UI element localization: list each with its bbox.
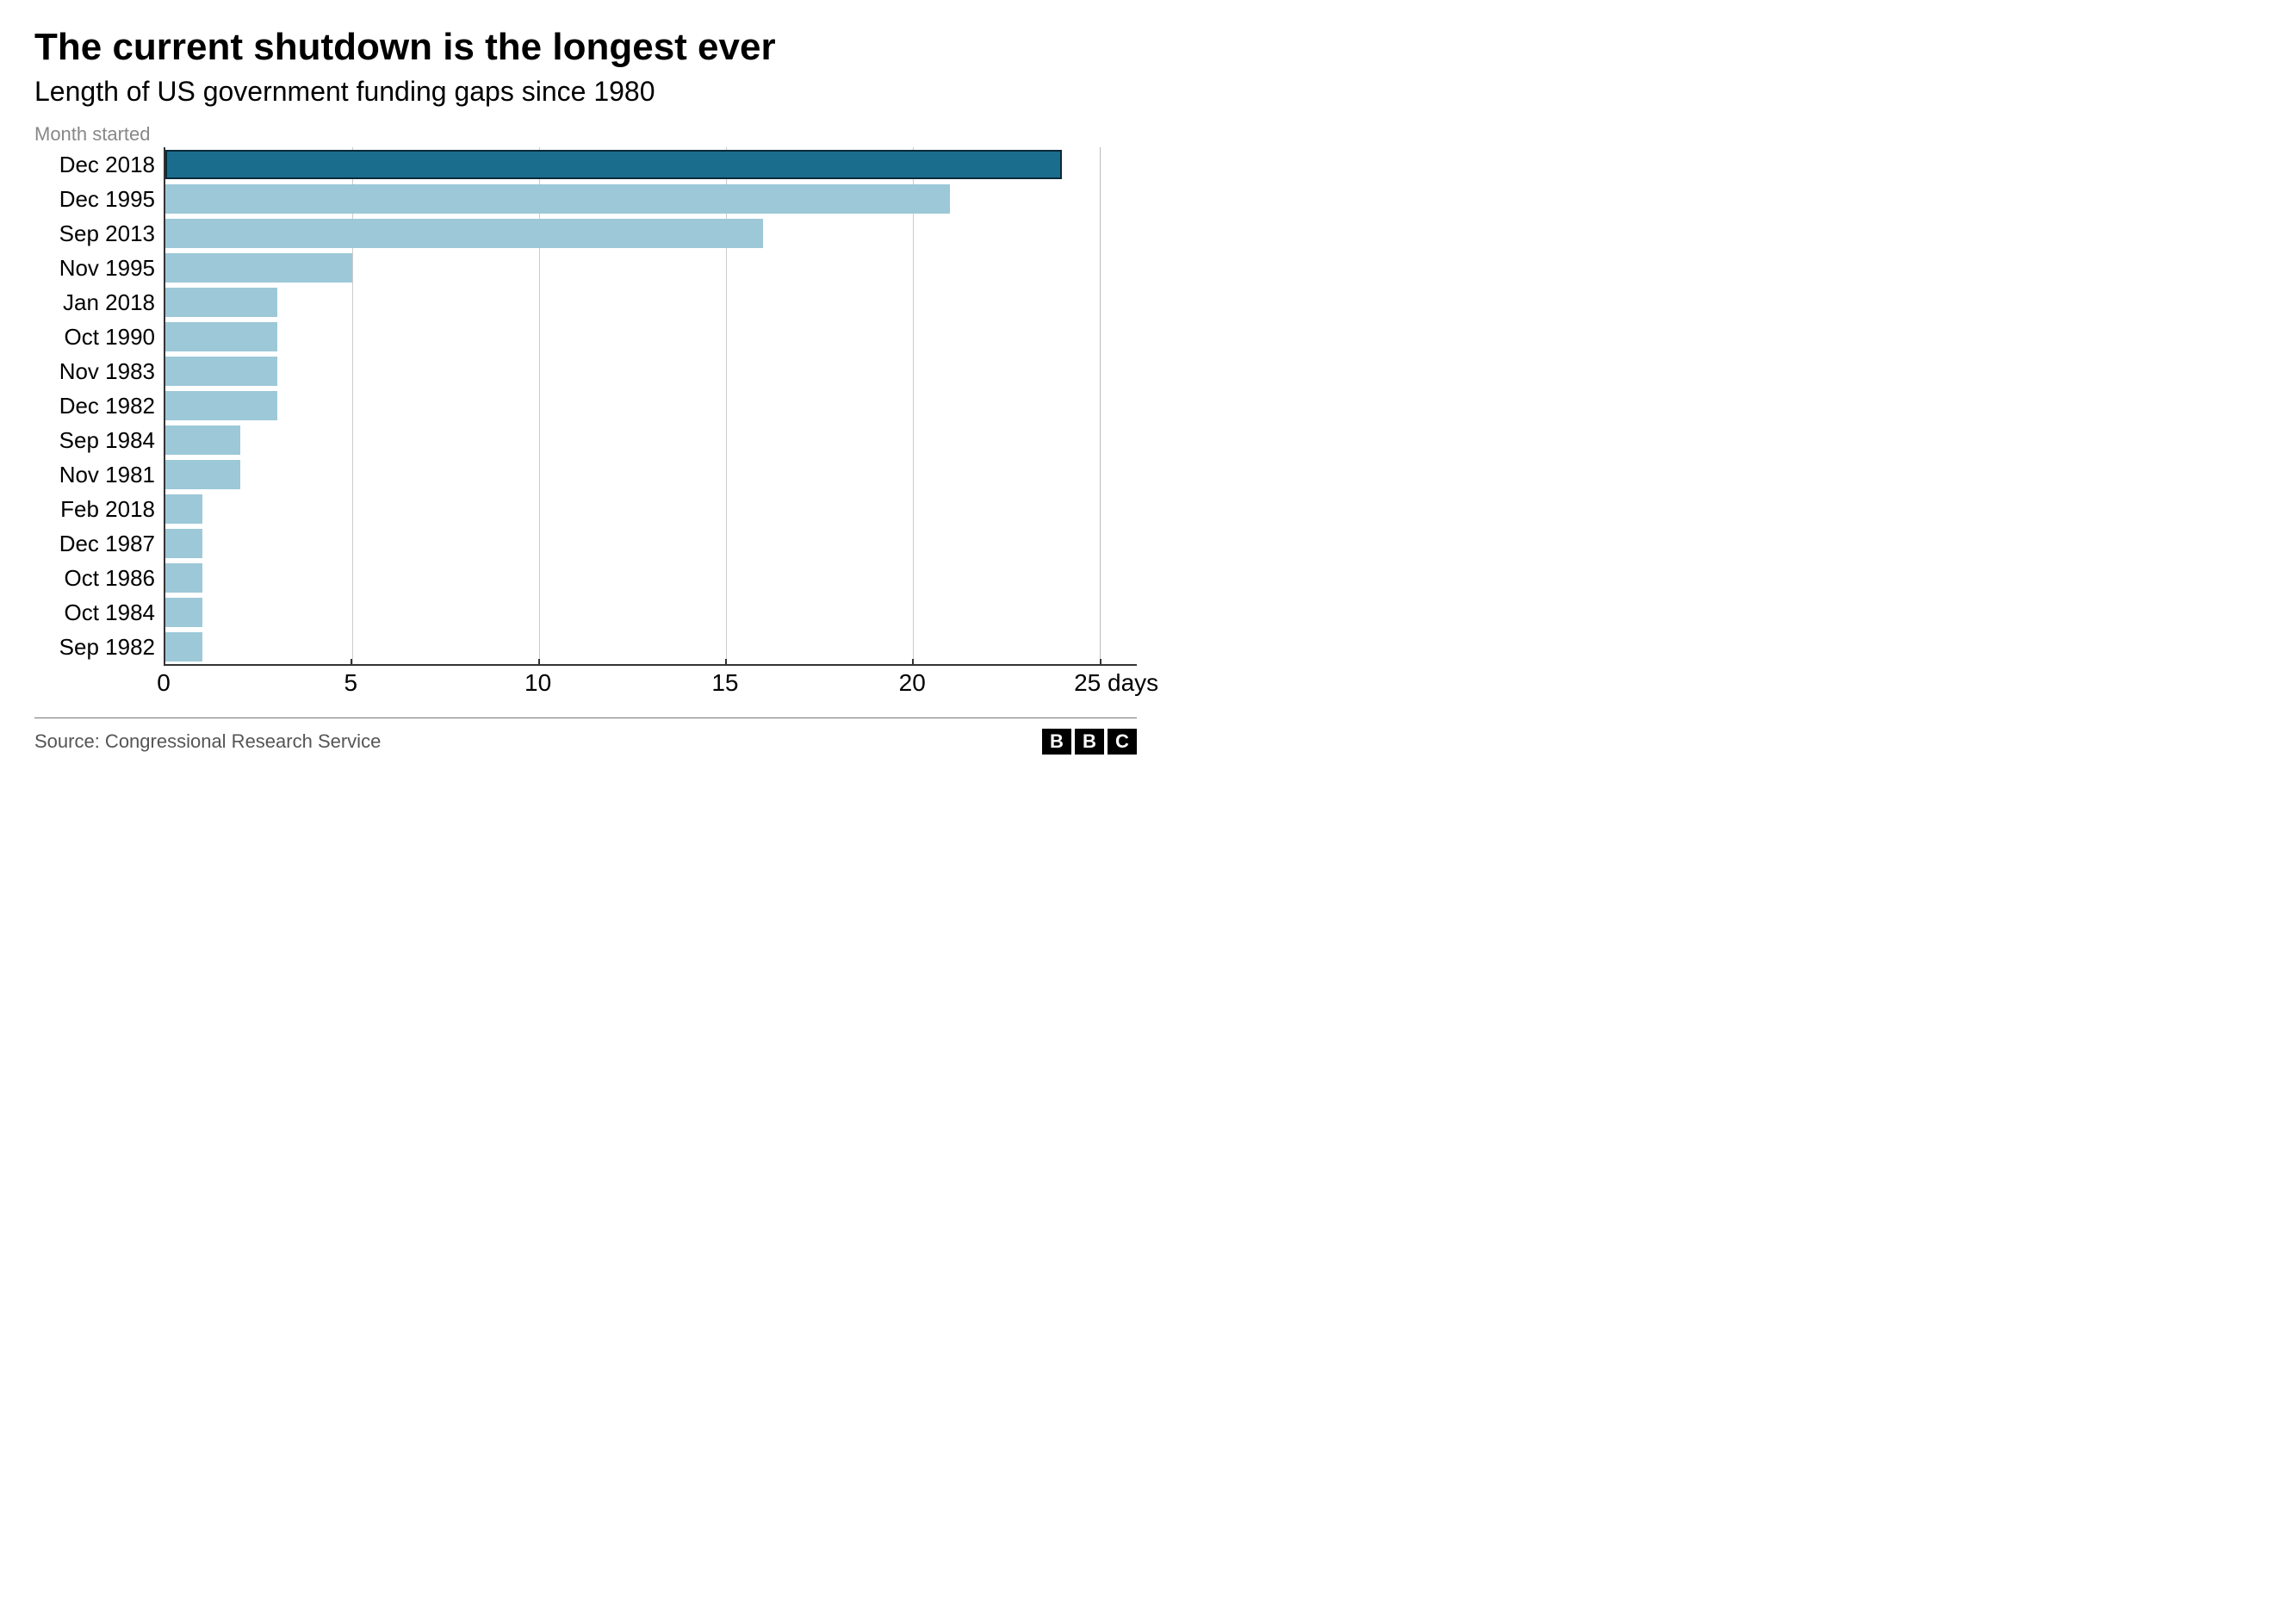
x-tick-label: 15 (711, 669, 738, 697)
bar-row (165, 354, 1137, 388)
bar (165, 598, 202, 627)
bar-row (165, 492, 1137, 526)
y-label: Oct 1984 (34, 595, 155, 630)
bar (165, 219, 763, 248)
y-labels: Dec 2018Dec 1995Sep 2013Nov 1995Jan 2018… (34, 147, 164, 700)
bar-row (165, 595, 1137, 630)
chart-title: The current shutdown is the longest ever (34, 26, 1137, 69)
chart-container: The current shutdown is the longest ever… (34, 26, 1137, 755)
bar-row (165, 526, 1137, 561)
bar-row (165, 457, 1137, 492)
bar-row (165, 320, 1137, 354)
x-ticks: 0510152025 days (164, 666, 1137, 700)
logo-block: B (1042, 729, 1071, 755)
bar-row (165, 423, 1137, 457)
y-label: Nov 1983 (34, 354, 155, 388)
plot: Dec 2018Dec 1995Sep 2013Nov 1995Jan 2018… (34, 147, 1137, 700)
x-axis: 0510152025 days (164, 664, 1137, 700)
bar-row (165, 251, 1137, 285)
bar-row (165, 147, 1137, 182)
footer: Source: Congressional Research Service B… (34, 717, 1137, 755)
y-label: Sep 1982 (34, 630, 155, 664)
bar (165, 563, 202, 593)
bar (165, 357, 277, 386)
plot-wrap: Month started Dec 2018Dec 1995Sep 2013No… (34, 123, 1137, 700)
bar (165, 460, 240, 489)
bar (165, 632, 202, 662)
x-tick-label: 0 (157, 669, 171, 697)
bars (165, 147, 1137, 664)
y-label: Oct 1986 (34, 561, 155, 595)
x-tick-label: 20 (899, 669, 926, 697)
bar-row (165, 388, 1137, 423)
y-label: Oct 1990 (34, 320, 155, 354)
source-label: Source: Congressional Research Service (34, 730, 381, 753)
y-label: Dec 1987 (34, 526, 155, 561)
logo-block: C (1108, 729, 1137, 755)
x-tick-label: 25 days (1074, 669, 1158, 697)
bar (165, 529, 202, 558)
y-label: Jan 2018 (34, 285, 155, 320)
bar-row (165, 285, 1137, 320)
bar-row (165, 630, 1137, 664)
bar-row (165, 216, 1137, 251)
bar-highlight (165, 150, 1062, 179)
logo-block: B (1075, 729, 1104, 755)
y-label: Nov 1995 (34, 251, 155, 285)
bar (165, 253, 352, 283)
y-label: Sep 1984 (34, 423, 155, 457)
y-label: Nov 1981 (34, 457, 155, 492)
x-tick-label: 10 (524, 669, 551, 697)
bar (165, 322, 277, 351)
bar-row (165, 182, 1137, 216)
bar (165, 391, 277, 420)
y-label: Dec 2018 (34, 147, 155, 182)
bars-area (164, 147, 1137, 664)
y-label: Dec 1995 (34, 182, 155, 216)
y-label: Feb 2018 (34, 492, 155, 526)
bar (165, 425, 240, 455)
bar-row (165, 561, 1137, 595)
y-axis-title: Month started (34, 123, 1137, 146)
x-tick-label: 5 (344, 669, 358, 697)
bar (165, 288, 277, 317)
chart-subtitle: Length of US government funding gaps sin… (34, 76, 1137, 108)
y-label: Sep 2013 (34, 216, 155, 251)
bbc-logo: BBC (1042, 729, 1137, 755)
bar (165, 184, 950, 214)
y-label: Dec 1982 (34, 388, 155, 423)
bar (165, 494, 202, 524)
